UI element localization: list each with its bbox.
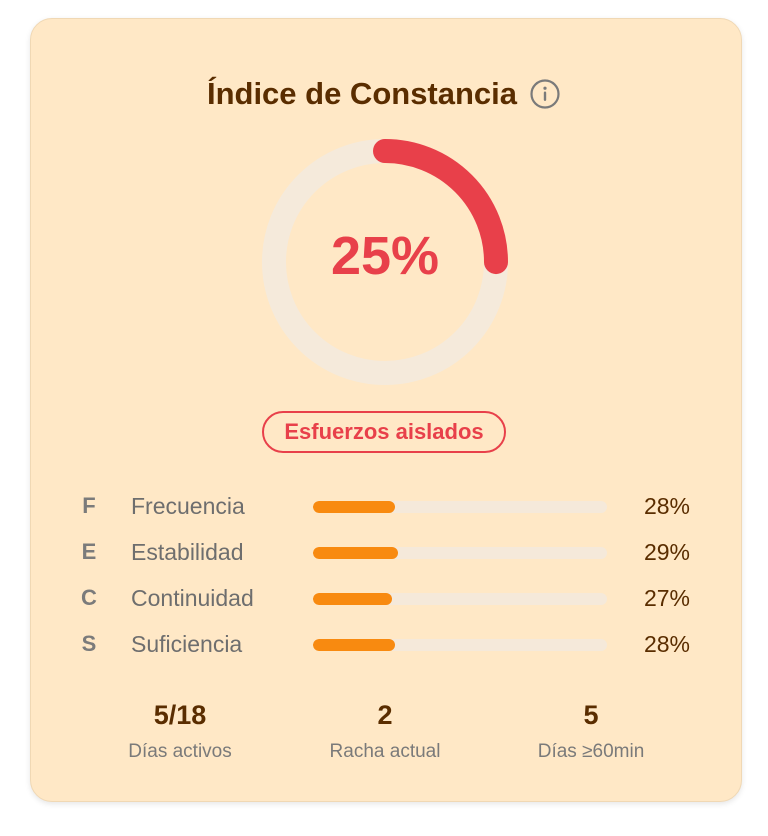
gauge-value: 25% — [330, 226, 440, 286]
gauge-ring — [262, 139, 508, 385]
card-header: Índice de Constancia — [0, 76, 768, 116]
metric-bar-track — [313, 501, 607, 513]
metric-bar-track — [313, 593, 607, 605]
card-title: Índice de Constancia — [206, 76, 518, 111]
metric-row-continuidad: C Continuidad 27% — [0, 583, 768, 613]
metric-bar-fill — [313, 593, 393, 605]
metric-percent: 27% — [643, 585, 690, 611]
metric-bar-track — [313, 547, 607, 559]
stat-days-60min: 5 Días ≥60min — [491, 700, 691, 763]
stat-current-streak: 2 Racha actual — [285, 700, 485, 763]
metric-name: Suficiencia — [131, 631, 243, 657]
metric-row-suficiencia: S Suficiencia 28% — [0, 629, 768, 659]
metric-bar-fill — [313, 639, 396, 651]
metric-letter: S — [81, 631, 97, 656]
metric-name: Frecuencia — [131, 493, 245, 519]
stat-value: 5/18 — [153, 700, 207, 730]
metric-name: Estabilidad — [131, 539, 244, 565]
metric-bar-fill — [313, 501, 396, 513]
info-circle-icon[interactable] — [529, 78, 561, 110]
stat-label: Racha actual — [329, 741, 441, 762]
metric-letter: F — [82, 493, 96, 518]
metric-row-frecuencia: F Frecuencia 28% — [0, 491, 768, 521]
consistency-card — [30, 18, 742, 802]
stat-label: Días ≥60min — [537, 741, 645, 762]
stat-active-days: 5/18 Días activos — [80, 700, 280, 763]
metric-letter: E — [81, 539, 97, 564]
stat-value: 5 — [583, 700, 599, 730]
metric-percent: 28% — [643, 493, 690, 519]
status-badge: Esfuerzos aislados — [262, 411, 506, 453]
metric-bar-track — [313, 639, 607, 651]
metric-percent: 29% — [643, 539, 690, 565]
stat-label: Días activos — [128, 741, 232, 762]
metric-percent: 28% — [643, 631, 690, 657]
consistency-gauge: 25% — [260, 137, 510, 387]
metric-row-estabilidad: E Estabilidad 29% — [0, 537, 768, 567]
gauge-progress — [262, 139, 508, 385]
stat-value: 2 — [377, 700, 393, 730]
metric-letter: C — [81, 585, 97, 610]
metric-bar-fill — [313, 547, 399, 559]
metric-name: Continuidad — [131, 585, 254, 611]
